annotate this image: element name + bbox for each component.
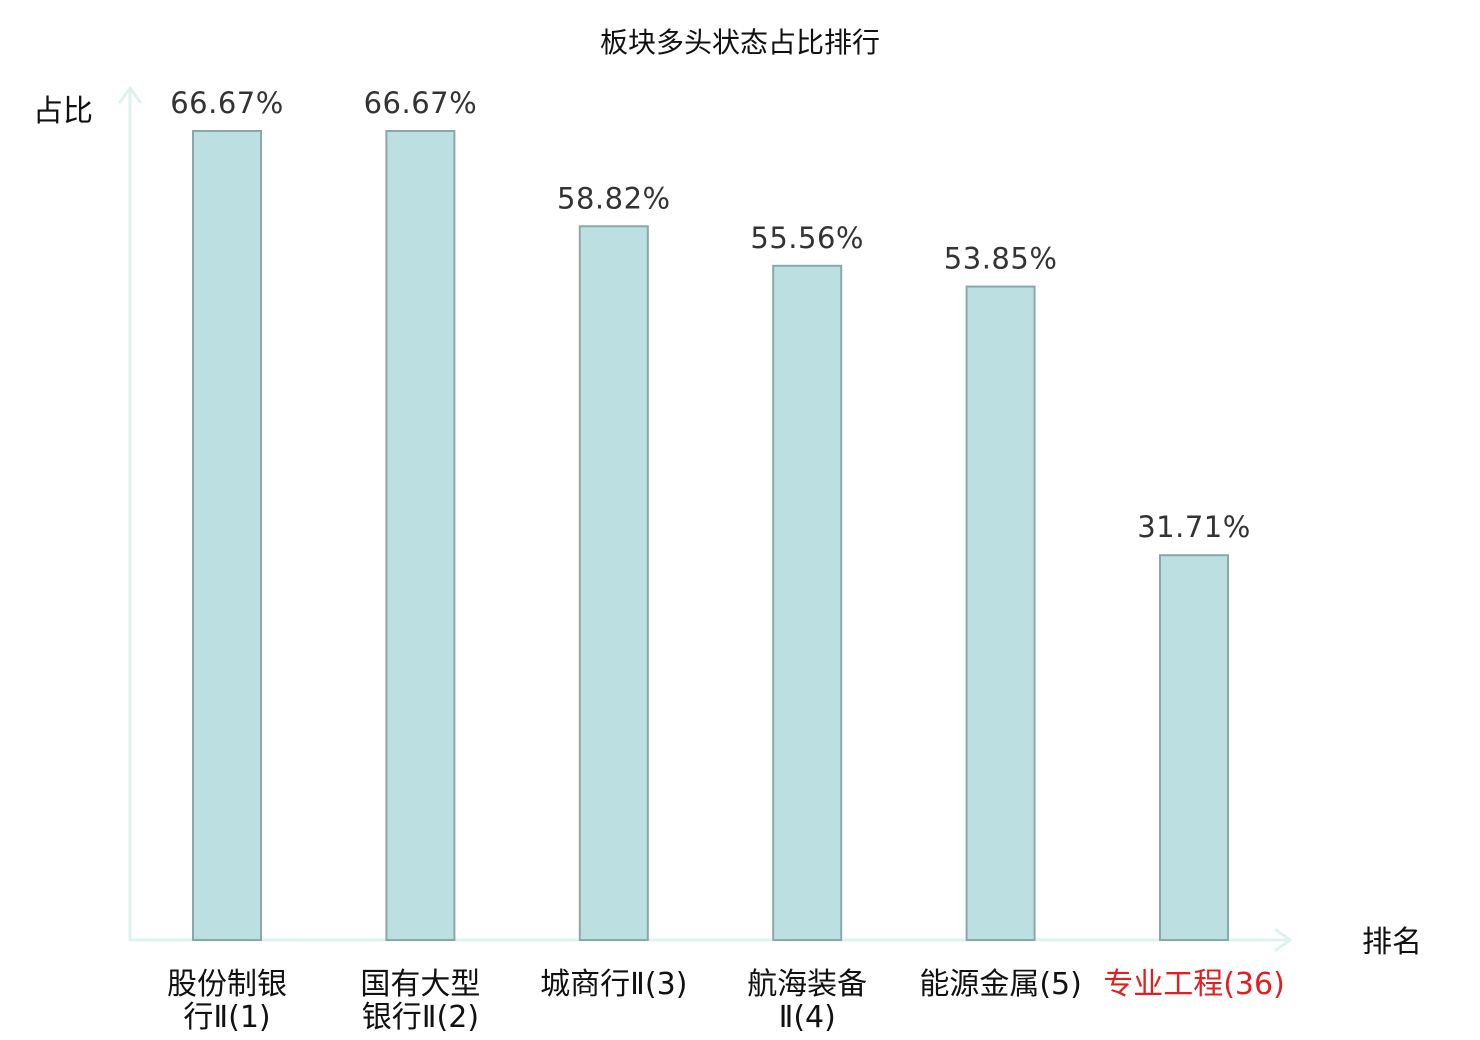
chart-title: 板块多头状态占比排行: [600, 26, 880, 59]
x-tick-label: 能源金属(5): [919, 967, 1082, 1002]
x-tick-label: 股份制银: [167, 967, 287, 1002]
x-axis-arrow: [1274, 928, 1292, 952]
data-label: 55.56%: [750, 221, 864, 255]
bar: [1159, 554, 1229, 941]
x-axis-label: 排名: [1362, 925, 1422, 960]
x-tick-label: 城商行Ⅱ(3): [540, 967, 687, 1002]
x-tick-label: 银行Ⅱ(2): [362, 1000, 479, 1035]
data-label: 31.71%: [1137, 510, 1251, 544]
x-tick-label: 国有大型: [360, 967, 480, 1002]
axes: [118, 86, 1292, 952]
data-label: 53.85%: [944, 242, 1058, 276]
bar: [965, 285, 1036, 941]
y-axis-arrow: [118, 86, 142, 104]
x-tick-label: 行Ⅱ(1): [183, 1000, 270, 1035]
bar: [192, 130, 262, 941]
x-tick-label: 航海装备: [747, 967, 867, 1002]
data-label: 58.82%: [557, 181, 671, 215]
x-tick-label: Ⅱ(4): [779, 1000, 836, 1035]
bar: [385, 130, 456, 941]
data-label: 66.67%: [170, 86, 284, 120]
bar: [772, 264, 843, 941]
data-label: 66.67%: [364, 86, 478, 120]
y-axis-label: 占比: [33, 94, 93, 129]
x-tick-label: 专业工程(36): [1103, 967, 1285, 1002]
bars: [192, 130, 1229, 941]
bar: [578, 225, 649, 941]
value-labels: 66.67% 66.67% 58.82% 55.56% 53.85% 31.71%: [170, 86, 1251, 544]
